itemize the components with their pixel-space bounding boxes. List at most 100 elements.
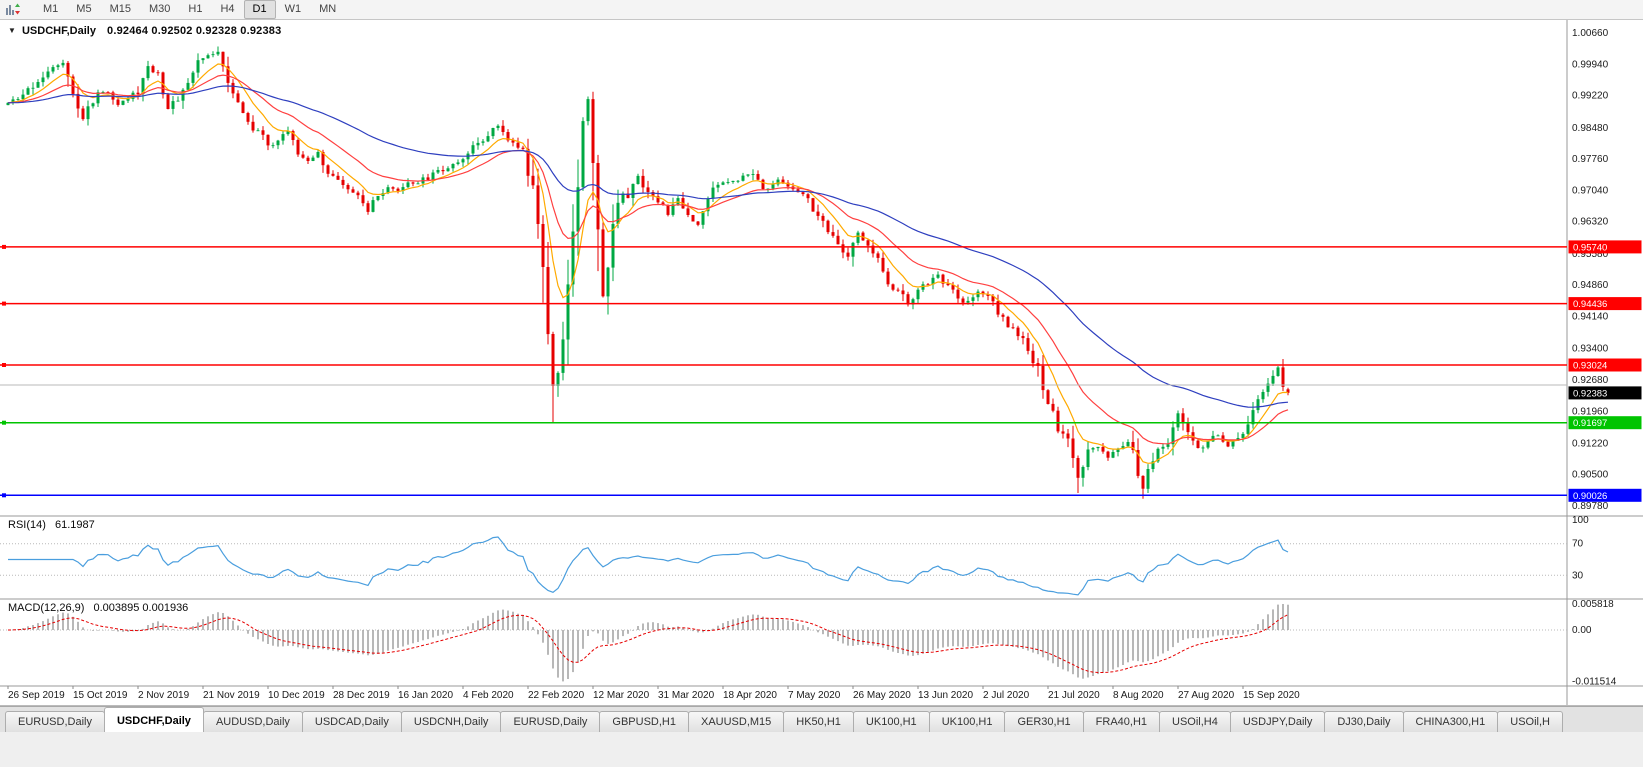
level-price-badge-text: 0.91697 (1573, 418, 1607, 429)
date-label: 27 Aug 2020 (1178, 690, 1235, 701)
macd-axis-label: -0.011514 (1572, 676, 1617, 687)
timeframe-button-m30[interactable]: M30 (148, 3, 171, 15)
price-axis: 1.00660 0.99940 0.99220 0.98480 0.97760 0.970… (1572, 28, 1609, 512)
tab-usoil-h4[interactable]: USOil,H4 (1159, 711, 1231, 732)
tab-fra40-h1[interactable]: FRA40,H1 (1082, 711, 1161, 732)
rsi-line (8, 536, 1289, 596)
date-label: 18 Apr 2020 (723, 690, 777, 701)
price-axis-label: 0.93400 (1572, 344, 1609, 355)
tab-usdjpy-daily[interactable]: USDJPY,Daily (1229, 711, 1326, 732)
level-anchor-marker (2, 420, 6, 425)
tab-china300-h1[interactable]: CHINA300,H1 (1402, 711, 1499, 732)
chart-tab-bar: EURUSD,Daily USDCHF,Daily AUDUSD,Daily USDC… (0, 706, 1643, 732)
timeframe-button-m15[interactable]: M15 (109, 3, 131, 15)
level-anchor-marker (2, 493, 6, 498)
horizontal-levels[interactable] (0, 244, 1567, 498)
rsi-axis-label: 70 (1572, 539, 1584, 550)
date-label: 8 Aug 2020 (1113, 690, 1164, 701)
current-price-badge-text: 0.92383 (1573, 388, 1607, 399)
level-price-badge-text: 0.93024 (1573, 361, 1607, 372)
date-label: 15 Sep 2020 (1243, 690, 1300, 701)
date-label: 21 Jul 2020 (1048, 690, 1100, 701)
price-axis-label: 0.97040 (1572, 185, 1609, 196)
date-axis: 26 Sep 2019 15 Oct 2019 2 Nov 2019 21 Nov 2… (7, 686, 1300, 701)
date-label: 21 Nov 2019 (203, 690, 260, 701)
date-label: 15 Oct 2019 (73, 690, 128, 701)
date-label: 31 Mar 2020 (658, 690, 715, 701)
level-price-badge-text: 0.90026 (1573, 491, 1607, 502)
price-axis-label: 0.92680 (1572, 375, 1609, 386)
chart-toolbar-icon-glyph (6, 3, 20, 15)
tab-xauusd-m15[interactable]: XAUUSD,M15 (687, 711, 785, 732)
price-axis-label: 0.90500 (1572, 470, 1609, 481)
chart-background (0, 20, 1643, 706)
price-axis-label: 0.89780 (1572, 501, 1609, 512)
date-label: 4 Feb 2020 (463, 690, 514, 701)
level-anchor-marker (2, 244, 6, 249)
tab-usdcnh-daily[interactable]: USDCNH,Daily (400, 711, 502, 732)
macd-axis-label: 0.005818 (1572, 599, 1614, 610)
level-price-badge (1568, 488, 1642, 502)
date-label: 12 Mar 2020 (593, 690, 650, 701)
date-label: 7 May 2020 (788, 690, 841, 701)
tab-usdcad-daily[interactable]: USDCAD,Daily (301, 711, 402, 732)
current-price-badge (1568, 386, 1642, 400)
top-toolbar: M1 M5 M15 M30 H1 H4 D1 W1 MN (0, 0, 1643, 20)
tab-audusd-daily[interactable]: AUDUSD,Daily (202, 711, 303, 732)
timeframe-toolbar: M1 M5 M15 M30 H1 H4 D1 W1 MN (34, 0, 345, 19)
tab-uk100-h1[interactable]: UK100,H1 (928, 711, 1006, 732)
tab-usoil-h[interactable]: USOil,H (1497, 711, 1563, 732)
level-price-badge (1568, 358, 1642, 372)
axis-badges: 0.95740 0.94436 0.93024 0.91697 0.90026 0.923… (1568, 240, 1642, 502)
price-axis-label: 0.94140 (1572, 312, 1609, 323)
tab-eurusd-daily[interactable]: EURUSD,Daily (500, 711, 601, 732)
price-axis-label: 0.97760 (1572, 154, 1609, 165)
date-label: 28 Dec 2019 (333, 690, 390, 701)
date-label: 16 Jan 2020 (398, 690, 453, 701)
tab-hk50-h1[interactable]: HK50,H1 (783, 711, 854, 732)
date-label: 26 Sep 2019 (8, 690, 65, 701)
price-axis-label: 1.00660 (1572, 28, 1609, 39)
macd-axis-label: 0.00 (1572, 625, 1592, 636)
timeframe-button-w1[interactable]: W1 (284, 3, 302, 15)
level-price-badge (1568, 416, 1642, 430)
timeframe-button-m5[interactable]: M5 (76, 3, 92, 15)
tab-eurusd-daily[interactable]: EURUSD,Daily (5, 711, 105, 732)
rsi-axis-label: 100 (1572, 515, 1589, 526)
timeframe-button-h4[interactable]: H4 (220, 3, 235, 15)
date-label: 26 May 2020 (853, 690, 911, 701)
macd-histogram (12, 604, 1289, 682)
date-label: 13 Jun 2020 (918, 690, 973, 701)
macd-signal-line (7, 614, 1289, 673)
moving-average-line-1 (7, 74, 1289, 445)
tab-gbpusd-h1[interactable]: GBPUSD,H1 (599, 711, 689, 732)
date-label: 10 Dec 2019 (268, 690, 325, 701)
tab-dj30-daily[interactable]: DJ30,Daily (1324, 711, 1404, 732)
tab-usdchf-daily[interactable]: USDCHF,Daily (103, 707, 204, 732)
price-axis-label: 0.91220 (1572, 438, 1609, 449)
timeframe-button-d1[interactable]: D1 (243, 0, 276, 19)
price-axis-label: 0.99220 (1572, 91, 1609, 102)
level-price-badge (1568, 240, 1642, 254)
price-axis-label: 0.99940 (1572, 59, 1609, 70)
level-anchor-marker (2, 301, 6, 306)
price-axis-label: 0.91960 (1572, 406, 1609, 417)
price-axis-label: 0.95580 (1572, 249, 1609, 260)
date-label: 2 Nov 2019 (138, 690, 190, 701)
timeframe-button-m1[interactable]: M1 (43, 3, 59, 15)
tab-ger30-h1[interactable]: GER30,H1 (1004, 711, 1084, 732)
timeframe-button-h1[interactable]: H1 (188, 3, 203, 15)
rsi-axis-label: 30 (1572, 570, 1584, 581)
level-price-badge-text: 0.94436 (1573, 299, 1607, 310)
price-axis-label: 0.98480 (1572, 123, 1609, 134)
timeframe-button-mn[interactable]: MN (319, 3, 337, 15)
date-label: 2 Jul 2020 (983, 690, 1030, 701)
tab-uk100-h1[interactable]: UK100,H1 (852, 711, 930, 732)
moving-average-line-2 (7, 85, 1289, 408)
chart-toolbar-icon[interactable] (4, 3, 22, 17)
price-axis-label: 0.94860 (1572, 280, 1609, 291)
chart-canvas[interactable]: 1.00660 0.99940 0.99220 0.98480 0.97760 0.970… (0, 20, 1643, 706)
level-price-badge-text: 0.95740 (1573, 242, 1607, 253)
bottom-filler (0, 732, 1643, 767)
